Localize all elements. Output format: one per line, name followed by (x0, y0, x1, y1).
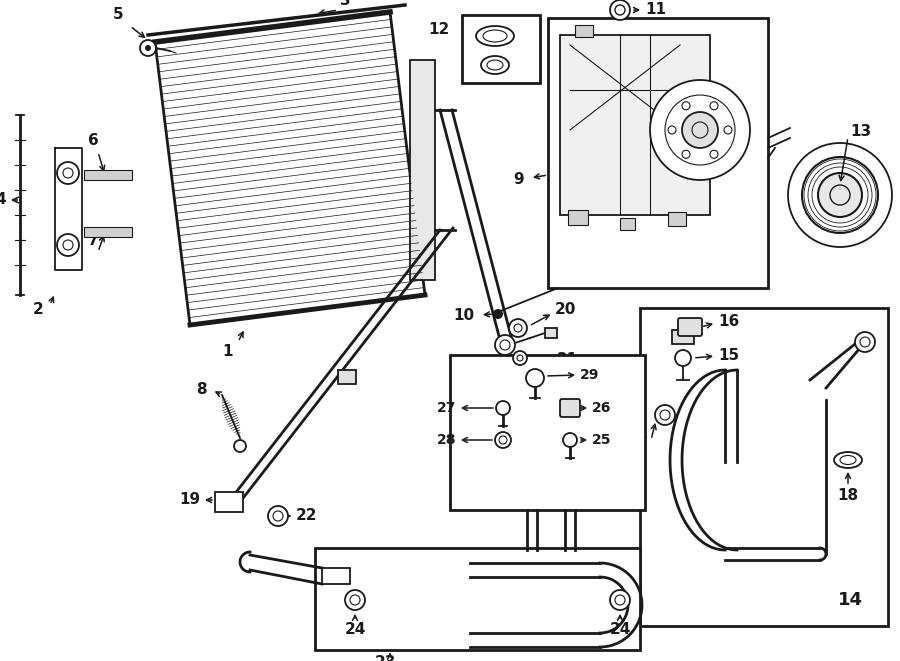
Circle shape (513, 351, 527, 365)
Text: 4: 4 (0, 192, 6, 208)
Text: 21: 21 (557, 352, 578, 368)
Text: 24: 24 (345, 622, 365, 637)
Text: 2: 2 (33, 303, 44, 317)
Polygon shape (55, 148, 82, 270)
Text: 22: 22 (296, 508, 318, 524)
Text: 24: 24 (609, 622, 631, 637)
Circle shape (818, 173, 862, 217)
Text: 8: 8 (196, 383, 207, 397)
Bar (620, 218, 635, 230)
Text: 9: 9 (513, 173, 524, 188)
Circle shape (724, 126, 732, 134)
Text: 28: 28 (436, 433, 456, 447)
Polygon shape (155, 12, 425, 325)
Circle shape (234, 440, 246, 452)
Text: 18: 18 (837, 488, 859, 503)
Text: 25: 25 (592, 433, 611, 447)
Circle shape (509, 319, 527, 337)
Text: 20: 20 (555, 303, 576, 317)
Circle shape (682, 112, 718, 148)
Circle shape (496, 401, 510, 415)
Circle shape (710, 150, 718, 158)
Text: 29: 29 (580, 368, 599, 382)
Circle shape (145, 45, 151, 51)
Circle shape (495, 335, 515, 355)
Bar (338, 370, 356, 384)
Circle shape (682, 102, 690, 110)
Circle shape (268, 506, 288, 526)
Circle shape (788, 143, 892, 247)
Text: 19: 19 (179, 492, 200, 508)
Bar (462, 15, 540, 83)
Text: 10: 10 (453, 309, 474, 323)
Text: 14: 14 (838, 591, 862, 609)
Ellipse shape (834, 452, 862, 468)
Bar (575, 25, 593, 37)
Circle shape (650, 80, 750, 180)
Text: 5: 5 (112, 7, 123, 22)
Circle shape (526, 369, 544, 387)
Text: 13: 13 (850, 124, 871, 139)
Bar (315, 548, 640, 650)
Circle shape (140, 40, 156, 56)
Text: 16: 16 (718, 315, 739, 329)
Circle shape (682, 150, 690, 158)
FancyBboxPatch shape (678, 318, 702, 336)
Circle shape (675, 350, 691, 366)
Bar (450, 355, 645, 510)
Bar (215, 492, 243, 512)
FancyBboxPatch shape (560, 399, 580, 417)
Bar (322, 568, 350, 584)
Text: 7: 7 (88, 233, 99, 248)
Bar (410, 60, 435, 280)
Circle shape (345, 590, 365, 610)
Bar (545, 328, 557, 338)
Text: 3: 3 (340, 0, 351, 8)
Circle shape (855, 332, 875, 352)
Bar (668, 212, 686, 226)
Circle shape (655, 405, 675, 425)
Bar (568, 210, 588, 225)
Text: 17: 17 (627, 436, 648, 451)
Text: 1: 1 (223, 344, 233, 359)
Circle shape (710, 102, 718, 110)
Circle shape (610, 590, 630, 610)
Bar (84, 227, 132, 237)
Circle shape (563, 433, 577, 447)
Circle shape (668, 126, 676, 134)
Text: 15: 15 (718, 348, 739, 362)
Bar (640, 308, 888, 626)
Bar (560, 35, 710, 215)
Text: 11: 11 (645, 3, 666, 17)
Text: 27: 27 (436, 401, 456, 415)
Circle shape (493, 309, 503, 319)
Circle shape (610, 0, 630, 20)
Bar (84, 170, 132, 180)
Text: 12: 12 (428, 22, 450, 38)
Text: 26: 26 (592, 401, 611, 415)
Bar (672, 330, 694, 344)
Circle shape (495, 432, 511, 448)
Text: 6: 6 (88, 133, 99, 148)
Bar (548, 18, 768, 288)
Text: 23: 23 (374, 655, 396, 661)
